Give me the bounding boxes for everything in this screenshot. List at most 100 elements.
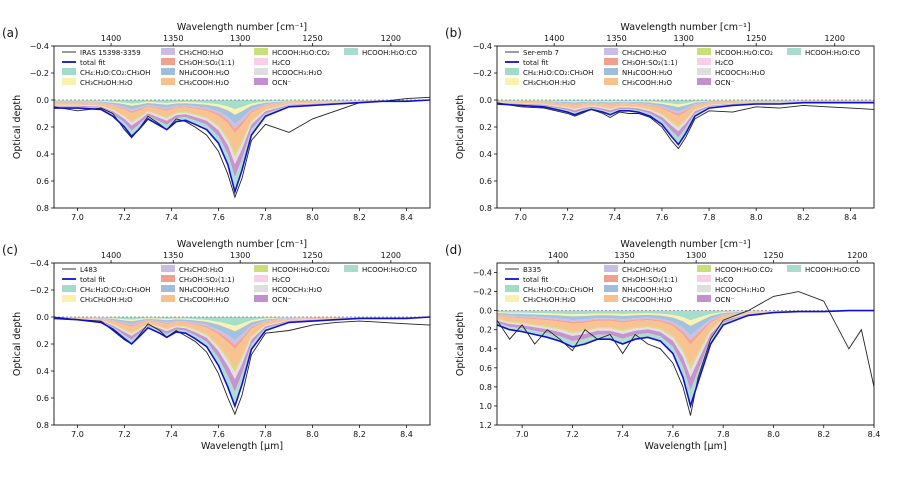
- x-tick-label: 8.2: [817, 430, 830, 439]
- panel-label: (a): [2, 26, 19, 40]
- legend-label: NH₄COOH:H₂O: [622, 69, 673, 77]
- legend-label: NH₄COOH:H₂O: [179, 286, 230, 294]
- legend-label: CH₃OH:SO₂(1:1): [179, 59, 235, 67]
- legend-swatch: [161, 48, 175, 55]
- total-fit-line: [497, 309, 874, 409]
- top-tick-label: 1350: [606, 34, 626, 43]
- legend-label: L483: [80, 266, 97, 274]
- legend-label: H₂CO: [715, 59, 734, 67]
- y-tick-label: −0.2: [473, 69, 492, 78]
- legend-swatch: [604, 68, 618, 75]
- y-tick-label: 0.6: [36, 394, 49, 403]
- y-tick-label: 0.0: [36, 96, 49, 105]
- legend-label: CH₃CHO:H₂O: [179, 266, 224, 274]
- y-tick-label: 0.2: [36, 123, 49, 132]
- top-tick-label: 1200: [381, 251, 401, 260]
- x-tick-label: 7.6: [656, 213, 669, 222]
- legend-swatch: [254, 68, 268, 75]
- y-tick-label: 0.8: [479, 383, 492, 392]
- x-tick-label: 8.0: [306, 213, 319, 222]
- panel-c: 7.0 7.2 7.4 7.6 7.8 8.0 8.2 8.4 −0.4 −0.2 0.0 0.2 0.…: [2, 239, 431, 452]
- y-tick-label: 0.4: [36, 367, 49, 376]
- legend-label: HCOOCH₃:H₂O: [272, 286, 323, 294]
- legend-swatch: [62, 295, 76, 302]
- area-ch4-h2o-co2-ch3oh: [54, 317, 430, 326]
- legend-label: total fit: [80, 59, 106, 67]
- legend-label: H₂CO: [272, 59, 291, 67]
- legend-label: H₂CO: [715, 276, 734, 284]
- panel-label: (c): [2, 243, 18, 257]
- legend-label: CH₃CHO:H₂O: [179, 49, 224, 57]
- top-tick-label: 1300: [674, 34, 694, 43]
- top-tick-label: 1350: [614, 251, 634, 260]
- panel-a: 7.0 7.2 7.4 7.6 7.8 8.0 8.2 8.4 −0.4 −0.2 0.0 0.2 0.…: [2, 22, 431, 222]
- legend-swatch: [697, 58, 711, 65]
- legend-label: CH₃OH:SO₂(1:1): [622, 59, 678, 67]
- top-tick-label: 1400: [548, 251, 568, 260]
- y-tick-label: 0.4: [479, 345, 492, 354]
- legend-label: CH₃COOH:H₂O: [622, 79, 673, 87]
- legend-label: HCOOCH₃:H₂O: [272, 69, 323, 77]
- top-axis-label: Wavelength number [cm⁻¹]: [177, 239, 307, 250]
- legend-swatch: [344, 265, 358, 272]
- legend-swatch: [697, 295, 711, 302]
- x-tick-label: 7.6: [667, 430, 680, 439]
- x-tick-label: 7.8: [259, 430, 272, 439]
- area-ch3cooh-h2o: [54, 317, 430, 369]
- legend-swatch: [161, 285, 175, 292]
- legend-label: HCOOH:H₂O:CO₂: [715, 49, 773, 57]
- area-ch4-h2o-co2-ch3oh: [54, 100, 430, 110]
- y-tick-label: 0.2: [479, 123, 492, 132]
- y-tick-label: 0.0: [36, 313, 49, 322]
- area-ch3cooh-h2o: [497, 101, 874, 126]
- x-tick-label: 8.4: [868, 430, 881, 439]
- x-tick-label: 8.4: [400, 213, 413, 222]
- x-axis-label: Wavelength [μm]: [644, 441, 726, 452]
- legend-swatch: [505, 78, 519, 85]
- area-ch3cooh-h2o: [497, 310, 874, 366]
- y-tick-label: −0.4: [473, 269, 492, 278]
- legend-label: H₂CO: [272, 276, 291, 284]
- area-nh4cooh-h2o: [497, 100, 874, 112]
- y-tick-label: −0.2: [30, 69, 49, 78]
- legend-swatch: [604, 78, 618, 85]
- y-tick-label: 0.4: [479, 150, 492, 159]
- legend-label: HCOOH:H₂O:CO: [805, 49, 860, 57]
- legend-label: HCOOH:H₂O:CO: [805, 266, 860, 274]
- plot-area: [54, 316, 430, 416]
- total-fit-line: [54, 316, 430, 409]
- legend-swatch: [604, 58, 618, 65]
- legend-swatch: [161, 275, 175, 282]
- legend-swatch: [697, 285, 711, 292]
- legend-swatch: [787, 265, 801, 272]
- x-tick-label: 7.8: [703, 213, 716, 222]
- x-tick-label: 7.8: [259, 213, 272, 222]
- legend-swatch: [161, 265, 175, 272]
- legend-label: CH₃COOH:H₂O: [179, 296, 230, 304]
- legend-label: B335: [523, 266, 541, 274]
- area-ch4-h2o-co2-ch3oh: [497, 100, 874, 105]
- y-tick-label: 0.8: [36, 421, 49, 430]
- legend-label: NH₄COOH:H₂O: [179, 69, 230, 77]
- x-tick-label: 7.6: [212, 430, 225, 439]
- legend-swatch: [62, 78, 76, 85]
- x-tick-label: 7.6: [212, 213, 225, 222]
- legend-swatch: [62, 285, 76, 292]
- plot-area: [497, 291, 874, 416]
- area-ocn-: [497, 310, 874, 391]
- top-tick-label: 1350: [163, 34, 183, 43]
- y-axis-label: Optical depth: [455, 312, 466, 376]
- x-tick-label: 8.2: [797, 213, 810, 222]
- y-tick-label: 0.8: [479, 204, 492, 213]
- legend-label: HCOOCH₃:H₂O: [715, 286, 766, 294]
- axes-frame: [496, 262, 875, 426]
- legend-label: CH₄:H₂O:CO₂:CH₃OH: [523, 69, 593, 77]
- top-tick-label: 1400: [101, 34, 121, 43]
- legend-swatch: [344, 48, 358, 55]
- legend-label: CH₃CH₂OH:H₂O: [80, 296, 133, 304]
- legend-label: CH₄:H₂O:CO₂:CH₃OH: [523, 286, 593, 294]
- y-tick-label: 0.0: [479, 96, 492, 105]
- x-axis-label: Wavelength [μm]: [201, 441, 283, 452]
- legend-swatch: [604, 295, 618, 302]
